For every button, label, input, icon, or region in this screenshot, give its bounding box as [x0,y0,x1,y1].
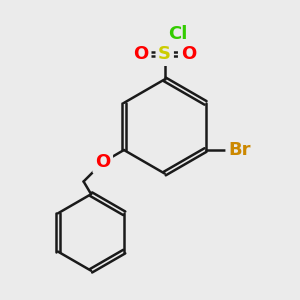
Text: O: O [95,153,110,171]
Text: O: O [134,45,149,63]
Text: O: O [181,45,196,63]
Text: Br: Br [228,141,250,159]
Text: Cl: Cl [168,25,188,43]
Text: S: S [158,45,171,63]
